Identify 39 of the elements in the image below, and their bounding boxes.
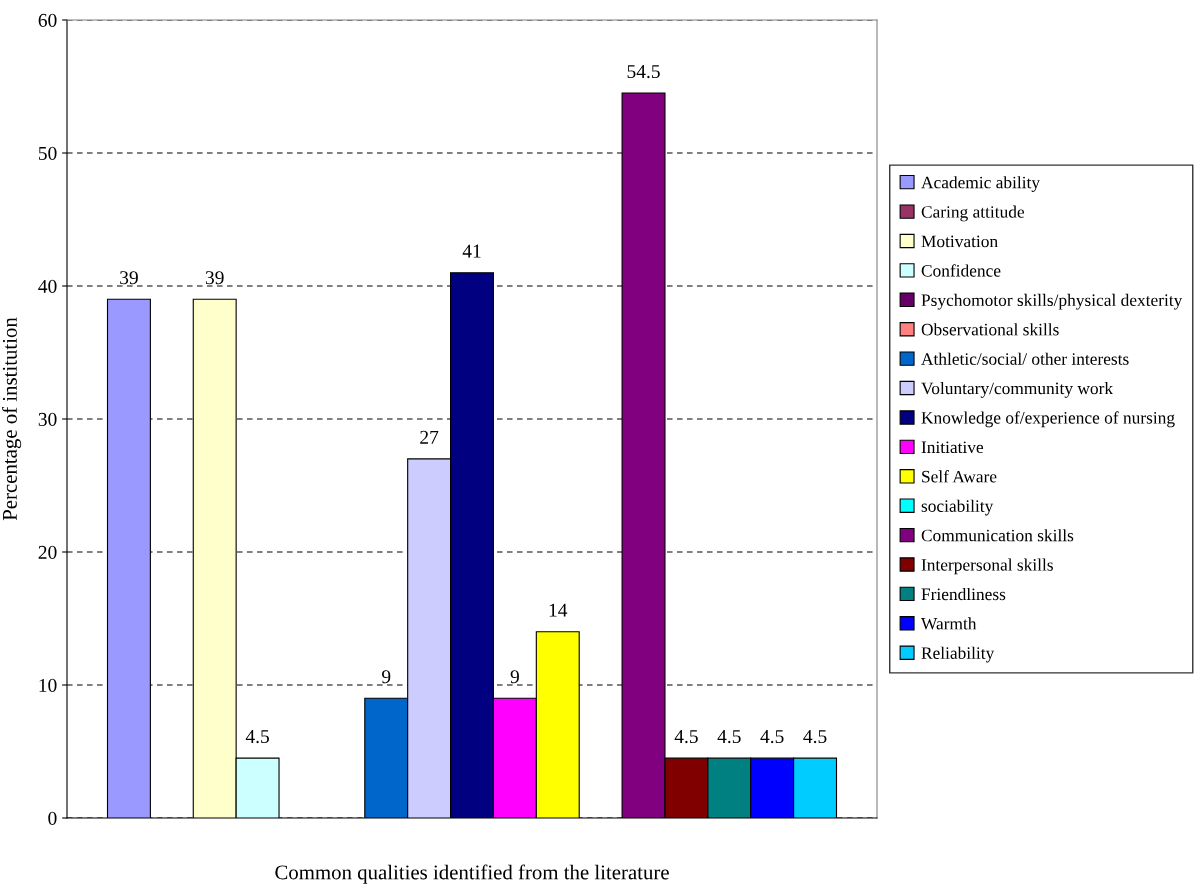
legend-label: Motivation: [921, 235, 998, 248]
data-label: 4.5: [803, 730, 827, 744]
data-label: 4.5: [245, 730, 269, 744]
data-label: 9: [382, 670, 391, 684]
legend-label: Confidence: [921, 264, 1001, 277]
y-tick-label: 50: [38, 146, 57, 160]
data-label: 4.5: [674, 730, 698, 744]
legend-label: Academic ability: [921, 176, 1040, 192]
legend-label: Athletic/social/ other interests: [921, 352, 1129, 365]
y-tick-label: 10: [39, 678, 57, 692]
y-tick-label: 0: [48, 811, 57, 825]
legend-label: Self Aware: [922, 470, 997, 483]
x-axis-title: Common qualities identified from the literature: [275, 864, 669, 884]
data-label: 4.5: [717, 730, 741, 744]
data-label: 39: [205, 271, 224, 285]
legend-label: Interpersonal skills: [921, 558, 1053, 575]
y-axis-title: Percentage of institution: [2, 317, 22, 521]
y-tick-label: 40: [38, 279, 57, 293]
data-label: 4.5: [760, 730, 784, 744]
y-tick-label: 20: [38, 545, 57, 559]
legend-label: Friendliness: [921, 587, 1006, 601]
data-label: 54.5: [627, 65, 660, 79]
y-tick-label: 60: [38, 13, 57, 27]
legend-label: Voluntary/community work: [921, 382, 1114, 398]
legend-label: Warmth: [921, 617, 977, 630]
data-label: 39: [120, 271, 138, 285]
data-label: 27: [420, 430, 439, 444]
y-tick-label: 30: [38, 412, 57, 426]
legend-label: Caring attitude: [921, 205, 1025, 222]
legend-label: Reliability: [921, 646, 995, 663]
data-label: 41: [462, 244, 481, 258]
legend-label: Communication skills: [921, 529, 1074, 542]
data-label: 14: [549, 603, 568, 617]
data-label: 9: [510, 670, 519, 684]
legend-label: Initiative: [921, 441, 984, 454]
legend-label: Observational skills: [921, 323, 1059, 336]
legend-label: Knowledge of/experience of nursing: [921, 411, 1175, 428]
legend-label: Psychomotor skills/physical dexterity: [921, 293, 1183, 310]
legend-label: sociability: [921, 499, 994, 516]
